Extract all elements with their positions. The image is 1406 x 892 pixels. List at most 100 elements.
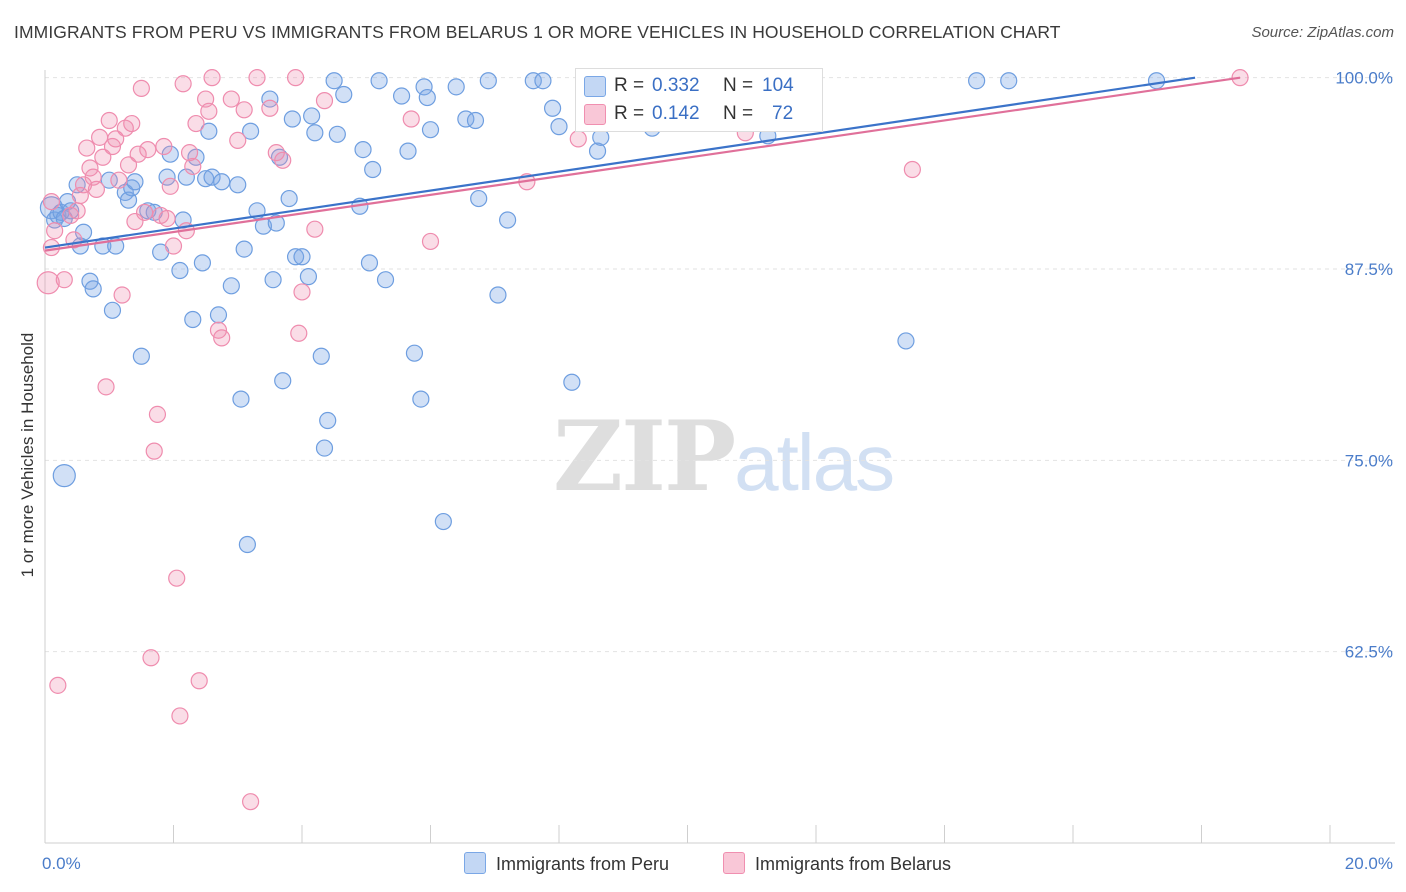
legend-row-belarus: R = 0.142 N = 72 xyxy=(576,100,822,128)
point-peru xyxy=(299,268,318,286)
point-peru xyxy=(405,344,424,362)
point-peru xyxy=(499,211,517,229)
point-belarus xyxy=(903,160,921,179)
point-belarus xyxy=(148,405,167,424)
point-peru xyxy=(171,261,189,280)
legend-swatch-peru xyxy=(584,76,606,97)
point-peru xyxy=(1147,72,1166,90)
point-belarus xyxy=(213,329,231,347)
legend-row-peru: R = 0.332 N = 104 xyxy=(576,72,822,100)
point-belarus xyxy=(164,237,183,255)
point-peru xyxy=(325,72,343,90)
tick-labels: 62.5% 75.0% 87.5% 100.0% 0.0% 20.0% xyxy=(42,69,1393,873)
legend-swatch-belarus xyxy=(584,104,606,125)
point-belarus xyxy=(229,131,247,150)
series-peru-points xyxy=(39,72,1166,554)
bottom-legend-belarus: Immigrants from Belarus xyxy=(723,852,951,875)
y-tick-label: 75.0% xyxy=(1345,451,1393,470)
bottom-legend-swatch-peru xyxy=(464,852,486,874)
point-peru xyxy=(524,72,542,90)
bottom-legend-label-belarus: Immigrants from Belarus xyxy=(755,854,952,874)
legend-n-value-belarus: 72 xyxy=(772,103,794,124)
point-belarus xyxy=(286,69,305,87)
y-tick-label: 100.0% xyxy=(1335,69,1393,88)
x-tick-label-max: 20.0% xyxy=(1345,854,1393,873)
point-belarus xyxy=(161,177,179,195)
point-peru xyxy=(264,271,282,289)
point-peru xyxy=(235,240,253,258)
point-belarus xyxy=(306,220,324,238)
point-belarus xyxy=(42,193,61,211)
point-peru xyxy=(197,170,215,188)
point-belarus xyxy=(293,283,311,301)
point-peru xyxy=(306,124,324,142)
point-belarus xyxy=(315,92,334,110)
point-belarus xyxy=(261,99,279,117)
point-belarus xyxy=(97,378,115,396)
stats-legend: R = 0.332 N = 104 R = 0.142 N = 72 xyxy=(575,68,823,132)
point-peru xyxy=(315,439,334,457)
point-belarus xyxy=(55,271,73,289)
point-belarus xyxy=(132,79,150,97)
point-peru xyxy=(270,148,289,166)
point-peru xyxy=(466,111,485,130)
point-peru xyxy=(319,411,337,430)
point-belarus xyxy=(139,140,157,159)
point-belarus xyxy=(235,101,253,119)
point-peru xyxy=(280,189,298,208)
point-peru xyxy=(335,85,353,104)
point-peru xyxy=(563,373,581,391)
point-belarus xyxy=(119,156,138,174)
point-peru xyxy=(415,78,433,96)
point-peru xyxy=(392,87,411,105)
point-belarus xyxy=(135,203,154,221)
trend-line-peru xyxy=(44,76,1196,249)
point-peru xyxy=(293,248,311,266)
point-peru xyxy=(193,254,212,272)
point-peru xyxy=(184,310,202,329)
point-peru xyxy=(421,121,440,139)
point-peru xyxy=(588,142,607,160)
point-peru xyxy=(479,72,497,90)
point-belarus xyxy=(158,209,176,228)
point-belarus xyxy=(129,145,147,163)
point-peru xyxy=(1000,72,1018,90)
point-belarus xyxy=(421,232,440,251)
point-peru xyxy=(489,286,507,304)
point-peru xyxy=(534,72,552,90)
watermark-atlas: atlas xyxy=(734,418,895,507)
point-belarus xyxy=(110,171,128,189)
point-peru xyxy=(158,168,176,186)
point-peru xyxy=(200,122,218,140)
point-peru xyxy=(354,140,372,159)
point-peru xyxy=(52,464,76,488)
axes xyxy=(44,70,1395,844)
y-tick-label: 62.5% xyxy=(1345,643,1393,662)
point-peru xyxy=(177,168,195,186)
legend-r-label-peru: R = xyxy=(614,75,645,96)
point-peru xyxy=(100,171,118,189)
watermark: ZIPatlas xyxy=(553,400,895,513)
point-belarus xyxy=(222,90,240,108)
point-peru xyxy=(376,271,395,289)
point-peru xyxy=(399,142,417,160)
point-peru xyxy=(267,214,285,232)
point-peru xyxy=(274,372,292,390)
point-belarus xyxy=(290,324,308,342)
point-peru xyxy=(62,202,80,220)
point-belarus xyxy=(174,75,192,93)
point-peru xyxy=(126,173,144,191)
point-belarus xyxy=(78,139,96,157)
point-peru xyxy=(364,160,382,179)
point-belarus xyxy=(274,151,292,169)
legend-n-label-belarus: N = xyxy=(723,103,754,124)
point-belarus xyxy=(242,793,260,811)
point-belarus xyxy=(107,130,125,148)
point-belarus xyxy=(248,69,266,87)
point-peru xyxy=(328,125,346,143)
point-peru xyxy=(412,390,430,408)
point-peru xyxy=(232,390,250,408)
point-belarus xyxy=(94,148,112,166)
point-belarus xyxy=(87,180,106,198)
